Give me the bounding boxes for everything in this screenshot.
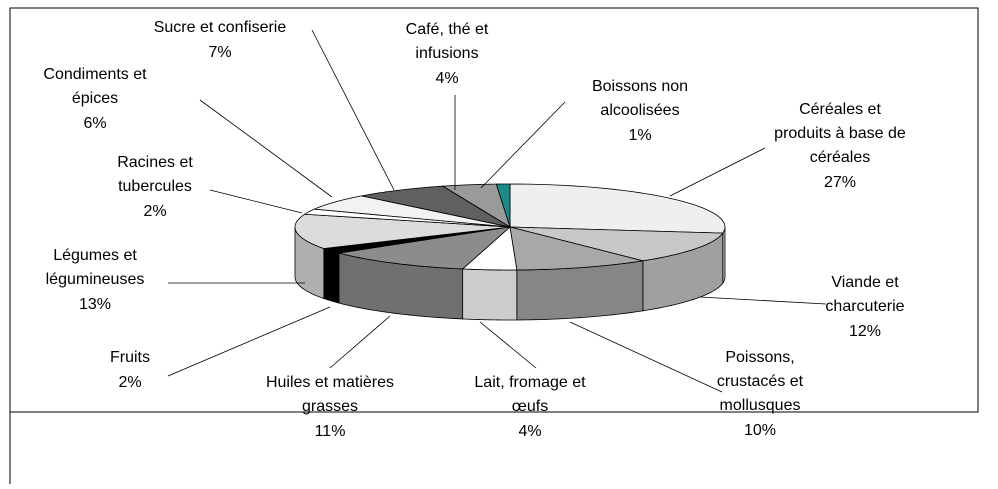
slice [509,226,644,271]
slice-label: mollusques [720,397,801,414]
slice-label: Huiles et matières [266,374,394,391]
slice [461,226,518,271]
chart-frame [9,7,979,413]
leader-line [329,315,391,369]
leader-line [479,321,537,369]
leader-line [669,147,766,197]
slice [294,213,511,249]
value-label: 27% [824,174,856,191]
slice-label: Légumes et [53,247,137,264]
value-label: 6% [83,115,106,132]
slice [441,183,511,228]
slice-side [323,247,340,304]
leader-line [699,296,827,305]
slice-label: Céréales et [799,101,881,118]
slice [314,195,511,228]
slice [495,183,511,228]
slice-label: Café, thé et [406,21,489,38]
value-label: 1% [628,127,651,144]
slice [323,226,511,254]
leader-line [199,99,333,198]
slice-label: Condiments et [43,66,147,83]
labels: Céréales et produits à base de céréales 27%… [43,19,906,440]
slice-label: produits à base de [774,125,906,142]
slice-label: charcuterie [825,298,904,315]
slice-label: Viande et [831,274,899,291]
slice-label: Lait, fromage et [474,374,586,391]
value-label: 4% [518,423,541,440]
slice-label: Boissons non [592,78,688,95]
slice-label: Poissons, [725,349,794,366]
value-label: 4% [435,70,458,87]
slice-side [462,268,518,321]
value-label: 11% [315,423,346,440]
slice-label: Fruits [110,349,150,366]
slice-label: Sucre et confiserie [154,19,287,36]
slice-label: infusions [415,45,478,62]
value-label: 12% [849,323,881,340]
slice-label: alcoolisées [600,102,679,119]
value-label: 7% [208,44,231,61]
value-label: 10% [744,422,776,439]
leader-line [209,189,303,214]
leader-line [311,29,395,191]
slice [361,185,511,228]
slice-label: céréales [810,149,870,166]
slice-label: crustacés et [717,373,804,390]
value-label: 2% [143,203,166,220]
slice [509,183,726,234]
leader-line [569,321,723,393]
value-label: 13% [79,296,111,313]
slice-label: épices [72,90,118,107]
slice-label: tubercules [118,178,192,195]
leader-line [167,306,331,377]
slice [509,226,724,262]
slice-label: grasses [302,398,358,415]
slice [338,226,512,270]
leader-line [480,101,566,189]
value-label: 2% [118,374,141,391]
slice-label: Racines et [117,154,193,171]
pie-tops [294,183,726,271]
slice-label: œufs [512,398,548,415]
pie-sides [294,226,726,321]
slice-label: légumineuses [46,271,145,288]
